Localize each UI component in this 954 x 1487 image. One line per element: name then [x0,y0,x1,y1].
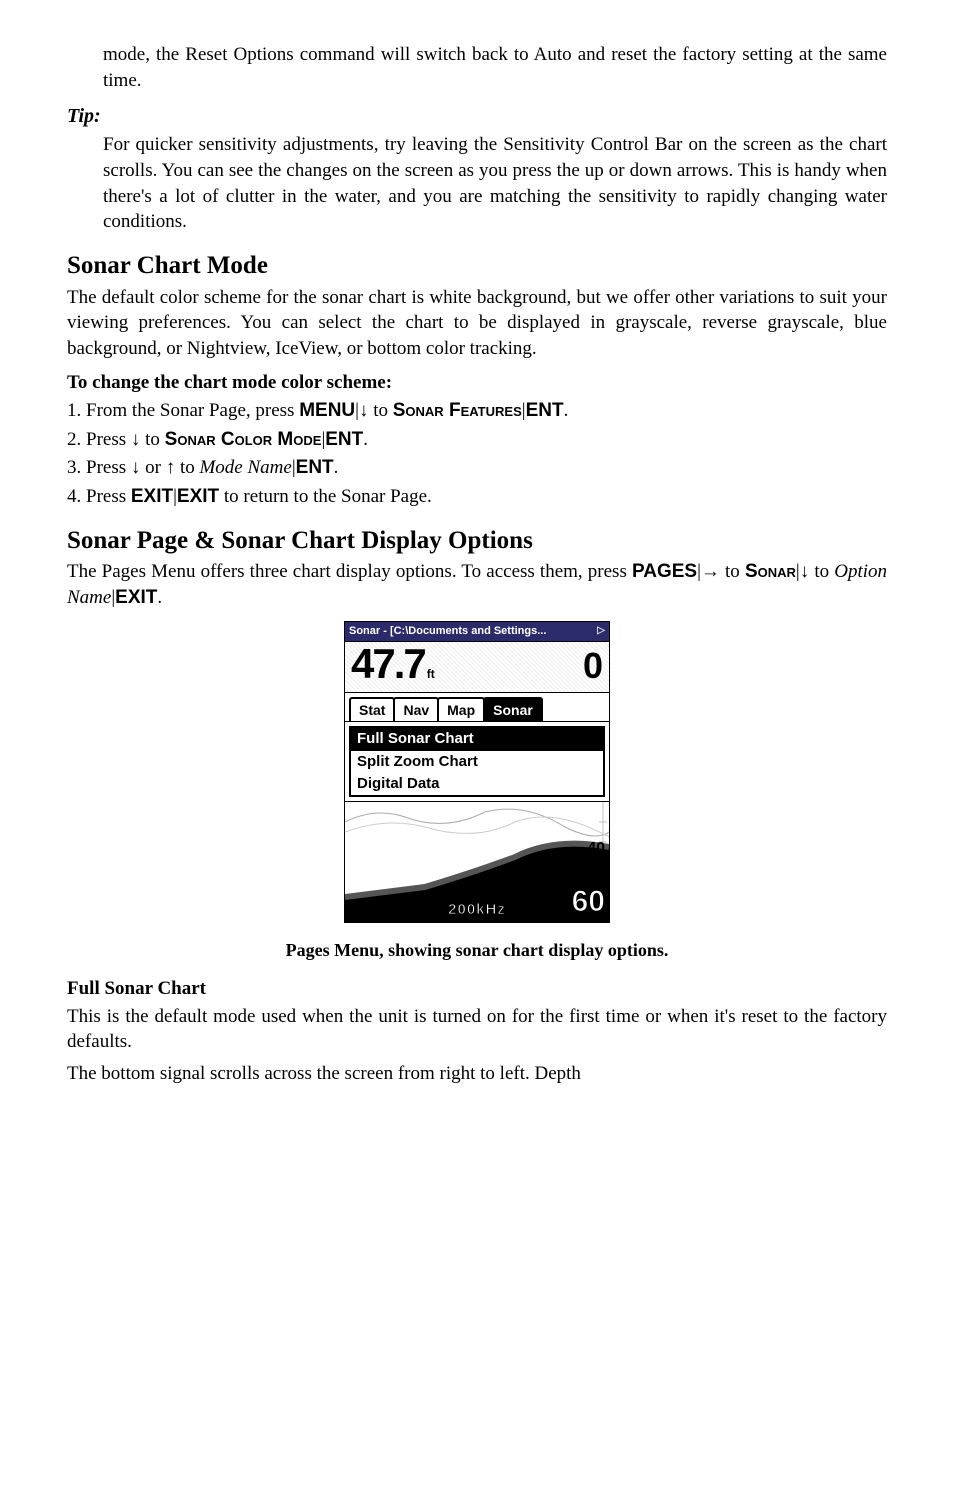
tab-nav[interactable]: Nav [393,697,439,722]
ent-key: ENT [526,400,564,421]
step-3: 3. Press ↓ or ↑ to Mode Name|ENT. [67,455,887,481]
menu-full-sonar-chart[interactable]: Full Sonar Chart [351,728,603,750]
tip-body: For quicker sensitivity adjustments, try… [103,132,887,235]
tab-stat[interactable]: Stat [349,697,395,722]
period: . [564,400,569,421]
depth-unit: ft [427,667,435,681]
full-sonar-para2: The bottom signal scrolls across the scr… [67,1061,887,1087]
frequency-label: 200kHz [448,900,506,920]
para-pre: The Pages Menu offers three chart displa… [67,561,632,582]
step-1: 1. From the Sonar Page, press MENU|↓ to … [67,398,887,424]
period: . [334,457,339,478]
full-sonar-para1: This is the default mode used when the u… [67,1004,887,1055]
sonar-color-mode-key: Sonar Color Mode [165,429,322,450]
tip-label: Tip: [67,103,887,130]
axis-label-40: 40 [587,838,605,860]
step2-pre: 2. Press [67,429,131,450]
chart-menu: Full Sonar Chart Split Zoom Chart Digita… [349,726,605,797]
titlebar-text: Sonar - [C:\Documents and Settings... [349,624,546,639]
step4-post: to return to the Sonar Page. [219,486,432,507]
menu-digital-data[interactable]: Digital Data [351,773,603,795]
sonar-chart-mode-para: The default color scheme for the sonar c… [67,285,887,362]
exit-key: EXIT [115,587,157,608]
exit-key: EXIT [131,486,173,507]
period: . [363,429,368,450]
step1-mid: to [368,400,392,421]
right-arrow-icon: → [701,561,720,582]
tab-sonar[interactable]: Sonar [483,697,543,722]
step1-mid: to [140,429,164,450]
heading-full-sonar-chart: Full Sonar Chart [67,976,887,1002]
tab-row: Stat Nav Map Sonar [345,693,609,723]
step3-pre: 3. Press [67,457,131,478]
titlebar-arrow-icon: ▷ [597,624,605,638]
tab-map[interactable]: Map [437,697,485,722]
depth-scale-60: 60 [572,882,605,923]
depth-readout: 47.7ft 0 [345,642,609,693]
step1-pre: 1. From the Sonar Page, press [67,400,299,421]
scale-zero: 0 [583,642,603,691]
exit-key: EXIT [177,486,219,507]
mode-name: Mode Name [199,457,291,478]
step4-pre: 4. Press [67,486,131,507]
figure-caption: Pages Menu, showing sonar chart display … [67,938,887,962]
window-titlebar: Sonar - [C:\Documents and Settings... ▷ [345,622,609,642]
intro-continuation: mode, the Reset Options command will swi… [103,42,887,93]
sonar-key: Sonar [745,561,796,582]
depth-value: 47.7 [351,644,425,684]
to1: to [720,561,745,582]
sonar-features-key: Sonar Features [393,400,522,421]
step3-to: to [175,457,199,478]
pages-key: PAGES [632,561,697,582]
menu-split-zoom-chart[interactable]: Split Zoom Chart [351,751,603,773]
step3-or: or [140,457,165,478]
sonar-screenshot: Sonar - [C:\Documents and Settings... ▷ … [344,621,610,923]
down-arrow-icon: ↓ [131,429,141,450]
up-arrow-icon: ↑ [166,457,176,478]
display-options-para: The Pages Menu offers three chart displa… [67,559,887,610]
down-arrow-icon: ↓ [800,561,810,582]
ent-key: ENT [296,457,334,478]
step-2: 2. Press ↓ to Sonar Color Mode|ENT. [67,427,887,453]
period: . [157,587,162,608]
heading-sonar-chart-mode: Sonar Chart Mode [67,249,887,283]
figure-wrapper: Sonar - [C:\Documents and Settings... ▷ … [67,621,887,930]
ent-key: ENT [325,429,363,450]
change-scheme-subheading: To change the chart mode color scheme: [67,370,887,396]
to2: to [809,561,834,582]
menu-key: MENU [299,400,355,421]
heading-display-options: Sonar Page & Sonar Chart Display Options [67,524,887,558]
down-arrow-icon: ↓ [131,457,141,478]
step-4: 4. Press EXIT|EXIT to return to the Sona… [67,484,887,510]
sonar-chart-area: 40 200kHz 60 [345,801,609,922]
